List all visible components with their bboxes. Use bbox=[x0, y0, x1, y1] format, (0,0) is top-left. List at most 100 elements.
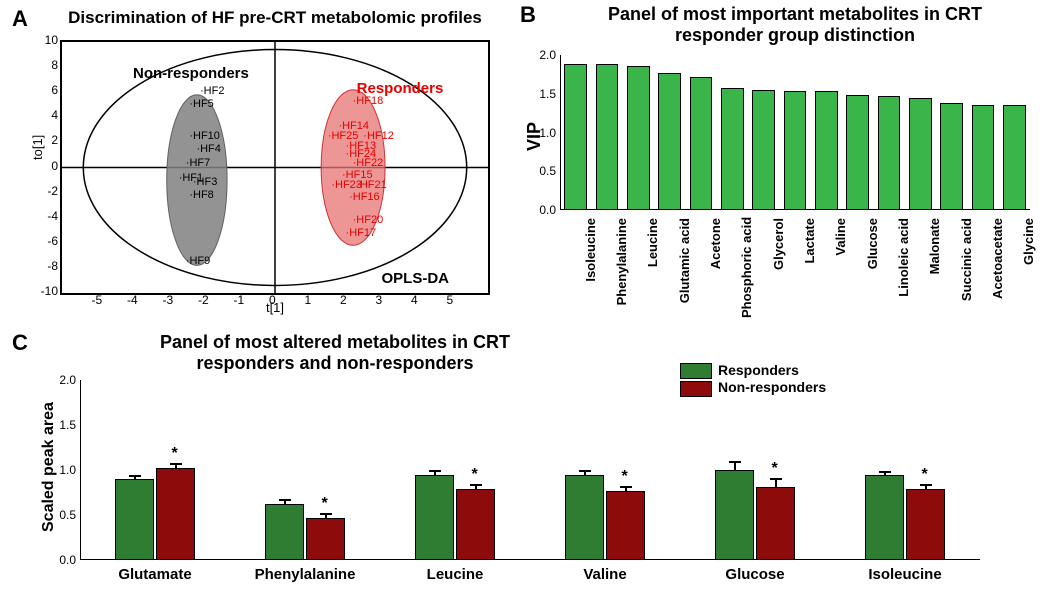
vip-bar bbox=[815, 91, 838, 210]
vip-bar bbox=[752, 90, 775, 210]
vip-bar-label: Phenylalanine bbox=[614, 218, 629, 318]
panel-a-xtick: 5 bbox=[447, 293, 454, 307]
panel-a-xtick: 4 bbox=[411, 293, 418, 307]
significance-star: * bbox=[922, 466, 928, 484]
vip-bar-label: Linoleic acid bbox=[896, 218, 911, 318]
figure-root: A Discrimination of HF pre-CRT metabolom… bbox=[0, 0, 1050, 607]
panel-c-category-label: Leucine bbox=[380, 566, 530, 583]
vip-bar-label: Acetone bbox=[708, 218, 723, 318]
nonresponder-bar bbox=[456, 489, 495, 560]
panel-b-ytick: 1.5 bbox=[532, 87, 556, 101]
responders-label: Responders bbox=[357, 80, 444, 97]
panel-c-ylabel: Scaled peak area bbox=[40, 402, 58, 532]
vip-bar-label: Acetoacetate bbox=[990, 218, 1005, 318]
vip-bar-label: Lactate bbox=[802, 218, 817, 318]
vip-bar bbox=[846, 95, 869, 210]
panel-c-ytick: 0.0 bbox=[50, 553, 76, 567]
panel-c-category-label: Valine bbox=[530, 566, 680, 583]
panel-c-label: C bbox=[12, 330, 28, 356]
scatter-point: ·HF16 bbox=[349, 191, 380, 203]
scatter-point: ·HF2 bbox=[200, 85, 224, 97]
vip-bar bbox=[596, 64, 619, 210]
vip-bar bbox=[940, 103, 963, 210]
responder-bar bbox=[415, 475, 454, 561]
vip-bar bbox=[564, 64, 587, 210]
panel-a-xtick: 1 bbox=[305, 293, 312, 307]
panel-b-ytick: 0.5 bbox=[532, 164, 556, 178]
scatter-point: ·HF22 bbox=[353, 157, 384, 169]
responder-bar bbox=[115, 479, 154, 560]
vip-bar-label: Phosphoric acid bbox=[739, 218, 754, 318]
panel-a-xtick: 0 bbox=[269, 293, 276, 307]
panel-a-xtick: -5 bbox=[92, 293, 103, 307]
scatter-point: ·HF3 bbox=[193, 176, 217, 188]
vip-bar-label: Malonate bbox=[927, 218, 942, 318]
panel-a-xtick: -3 bbox=[163, 293, 174, 307]
responder-bar bbox=[265, 504, 304, 560]
panel-a-ytick: 10 bbox=[38, 33, 58, 47]
vip-bar-label: Glutamic acid bbox=[677, 218, 692, 318]
panel-a-ytick: -4 bbox=[38, 209, 58, 223]
significance-star: * bbox=[772, 460, 778, 478]
significance-star: * bbox=[622, 468, 628, 486]
responder-bar bbox=[715, 470, 754, 560]
scatter-point: ·HF4 bbox=[196, 143, 220, 155]
scatter-point: ·HF9 bbox=[186, 255, 210, 267]
grouped-bar-chart: * * * * * * bbox=[80, 380, 980, 560]
vip-bar-label: Glucose bbox=[865, 218, 880, 318]
panel-a-xtick: 3 bbox=[376, 293, 383, 307]
panel-b-title: Panel of most important metabolites in C… bbox=[555, 4, 1035, 45]
panel-a-ytick: 6 bbox=[38, 83, 58, 97]
responder-bar bbox=[565, 475, 604, 560]
scatter-point: ·HF8 bbox=[189, 189, 213, 201]
panel-c-category-label: Isoleucine bbox=[830, 566, 980, 583]
vip-bar-label: Isoleucine bbox=[583, 218, 598, 318]
panel-c-category-label: Glutamate bbox=[80, 566, 230, 583]
panel-a-title: Discrimination of HF pre-CRT metabolomic… bbox=[40, 8, 510, 28]
method-label: OPLS-DA bbox=[382, 270, 450, 287]
vip-bar bbox=[690, 77, 713, 210]
opls-da-plot: ·HF2·HF5·HF10·HF4·HF7·HF1·HF3·HF8·HF9·HF… bbox=[60, 40, 490, 295]
panel-a-xtick: 2 bbox=[340, 293, 347, 307]
scatter-point: ·HF21 bbox=[356, 179, 387, 191]
panel-c-category-label: Phenylalanine bbox=[230, 566, 380, 583]
panel-a-ytick: -6 bbox=[38, 234, 58, 248]
vip-bar bbox=[658, 73, 681, 210]
scatter-point: ·HF17 bbox=[346, 227, 377, 239]
vip-bar-label: Succinic acid bbox=[959, 218, 974, 318]
panel-b-ytick: 2.0 bbox=[532, 48, 556, 62]
panel-a-xtick: -2 bbox=[198, 293, 209, 307]
significance-star: * bbox=[172, 445, 178, 463]
vip-bar bbox=[878, 96, 901, 210]
panel-a-ytick: 4 bbox=[38, 108, 58, 122]
scatter-point: ·HF20 bbox=[353, 214, 384, 226]
nonresponder-bar bbox=[306, 518, 345, 560]
scatter-point: ·HF18 bbox=[353, 95, 384, 107]
scatter-point: ·HF7 bbox=[186, 157, 210, 169]
vip-bar bbox=[1003, 105, 1026, 210]
panel-a-ytick: 2 bbox=[38, 133, 58, 147]
panel-b-label: B bbox=[520, 2, 536, 28]
vip-bar-label: Glycine bbox=[1021, 218, 1036, 318]
vip-bar-label: Leucine bbox=[645, 218, 660, 318]
vip-bar-chart bbox=[560, 55, 1030, 210]
nonresponder-bar bbox=[906, 489, 945, 560]
panel-b-ylabel: VIP bbox=[524, 121, 545, 150]
panel-a-label: A bbox=[12, 6, 28, 32]
panel-c-legend: RespondersNon-responders bbox=[680, 362, 826, 397]
panel-b-ytick: 0.0 bbox=[532, 203, 556, 217]
panel-c-title: Panel of most altered metabolites in CRT… bbox=[120, 332, 550, 373]
panel-a-ytick: -2 bbox=[38, 184, 58, 198]
significance-star: * bbox=[322, 495, 328, 513]
responder-bar bbox=[865, 475, 904, 560]
panel-a-xtick: -1 bbox=[234, 293, 245, 307]
scatter-point: ·HF5 bbox=[189, 98, 213, 110]
vip-bar bbox=[721, 88, 744, 210]
nonresponder-bar bbox=[756, 487, 795, 560]
panel-a-ytick: -8 bbox=[38, 259, 58, 273]
significance-star: * bbox=[472, 466, 478, 484]
nonresponder-bar bbox=[156, 468, 195, 560]
vip-bar-label: Valine bbox=[833, 218, 848, 318]
panel-a-ytick: -10 bbox=[38, 284, 58, 298]
panel-a-ytick: 0 bbox=[38, 159, 58, 173]
